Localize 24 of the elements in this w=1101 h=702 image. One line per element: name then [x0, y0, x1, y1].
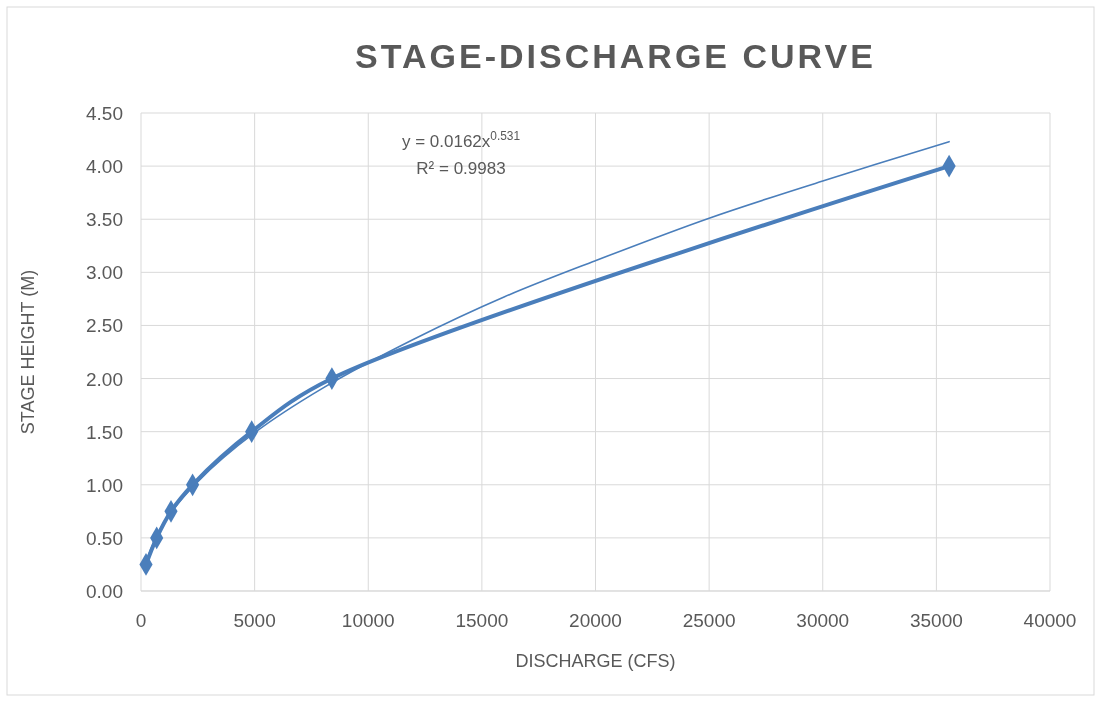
- x-tick-label: 40000: [1023, 610, 1077, 631]
- y-tick-label: 4.00: [86, 156, 123, 178]
- y-axis-title: STAGE HEIGHT (M): [18, 269, 38, 435]
- annotation: R² = 0.9983: [416, 159, 506, 178]
- x-tick-label: 5000: [233, 610, 276, 631]
- y-tick-label: 2.00: [86, 368, 123, 390]
- x-tick-label: 30000: [796, 610, 850, 631]
- y-tick-label: 0.50: [86, 527, 123, 549]
- annotation: y = 0.0162x$^{0.531}$: [401, 129, 521, 151]
- x-tick-label: 35000: [909, 610, 963, 631]
- x-tick-label: 10000: [341, 610, 395, 631]
- x-tick-label: 15000: [455, 610, 509, 631]
- y-tick-label: 3.50: [86, 209, 123, 231]
- y-tick-label: 1.00: [86, 474, 123, 496]
- y-tick-label: 1.50: [86, 421, 123, 443]
- y-tick-label: 0.00: [86, 581, 123, 602]
- y-tick-label: 4.50: [86, 103, 123, 124]
- y-tick-label: 2.50: [86, 315, 123, 337]
- x-tick-label: 0: [135, 610, 147, 631]
- x-tick-label: 25000: [682, 610, 736, 631]
- x-tick-label: 20000: [569, 610, 622, 631]
- y-tick-label: 3.00: [86, 262, 123, 284]
- chart-title: STAGE-DISCHARGE CURVE: [355, 37, 876, 75]
- x-axis-title: DISCHARGE (CFS): [515, 651, 676, 671]
